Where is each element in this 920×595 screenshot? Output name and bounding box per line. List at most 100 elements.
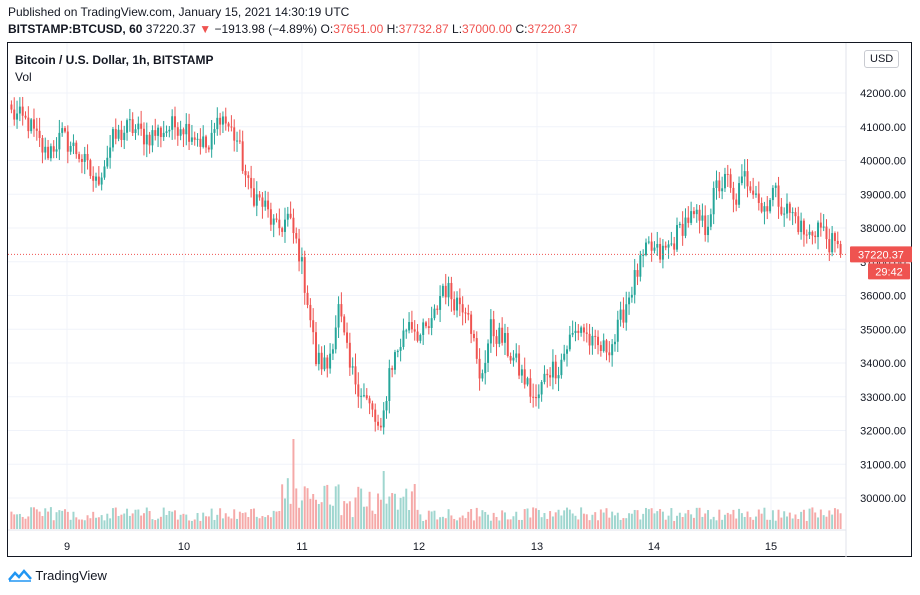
candle-body: [616, 319, 619, 342]
volume-bar: [754, 516, 757, 529]
candle-body: [780, 206, 783, 215]
volume-bar: [673, 520, 676, 529]
volume-bar: [427, 510, 430, 529]
volume-bar: [83, 520, 86, 529]
candle-body: [458, 297, 461, 305]
volume-bar: [537, 509, 540, 529]
candle-body: [630, 294, 633, 298]
candle-body: [120, 129, 123, 140]
volume-bar: [165, 514, 168, 529]
candle-body: [535, 397, 537, 399]
volume-bar: [566, 507, 569, 529]
candle-body: [272, 218, 275, 225]
volume-bar: [326, 484, 329, 529]
candle-body: [800, 220, 803, 233]
candle-body: [306, 292, 309, 305]
candle-body: [114, 129, 117, 139]
y-tick-label: 42000.00: [860, 88, 906, 100]
candle-body: [501, 327, 504, 343]
candle-body: [10, 104, 13, 110]
volume-bar: [309, 498, 312, 529]
volume-bar: [80, 519, 83, 529]
volume-bar: [478, 516, 481, 529]
candle-body: [532, 396, 535, 398]
volume-bar: [729, 514, 732, 529]
volume-bar: [371, 510, 374, 529]
volume-bar: [619, 519, 622, 529]
volume-bar: [255, 516, 258, 529]
candle-body: [549, 375, 552, 378]
volume-bar: [300, 500, 303, 529]
volume-bar: [123, 513, 126, 529]
candle-body: [605, 340, 608, 353]
volume-bar: [774, 520, 777, 529]
volume-bar: [289, 503, 292, 529]
candle-body: [478, 358, 481, 379]
volume-bar: [365, 506, 368, 529]
volume-bar: [264, 517, 267, 529]
candle-body: [179, 129, 182, 136]
volume-bar: [743, 516, 746, 529]
candle-body: [140, 123, 143, 129]
candle-body: [309, 304, 312, 321]
volume-bar: [430, 511, 433, 529]
candle-body: [769, 200, 772, 212]
candle-body: [588, 333, 591, 346]
volume-bar: [58, 510, 61, 529]
candle-body: [709, 214, 712, 227]
candle-body: [188, 123, 191, 142]
candle-body: [224, 116, 227, 124]
candle-body: [602, 340, 605, 351]
volume-bar: [396, 509, 399, 529]
candle-body: [109, 147, 112, 158]
candle-body: [636, 270, 639, 277]
candle-body: [396, 350, 399, 353]
currency-button[interactable]: USD: [864, 50, 900, 68]
volume-bar: [532, 507, 535, 529]
candle-body: [673, 243, 676, 250]
volume-bar: [732, 509, 735, 529]
volume-bar: [315, 499, 317, 529]
countdown-tag: 29:42: [875, 266, 903, 278]
candle-body: [427, 326, 430, 328]
volume-bar: [199, 520, 202, 529]
candle-body: [236, 140, 239, 142]
candle-body: [354, 366, 357, 385]
candle-body: [690, 211, 693, 223]
candle-body: [566, 349, 569, 354]
volume-bar: [594, 512, 597, 529]
candle-body: [145, 134, 148, 145]
volume-bar: [92, 511, 95, 529]
volume-bar: [819, 509, 822, 529]
candle-body: [230, 126, 233, 128]
volume-bar: [137, 509, 140, 529]
candle-body: [701, 215, 704, 221]
ohlc-line: BITSTAMP:BTCUSD, 60 37220.37 ▼ −1913.98 …: [8, 22, 578, 36]
volume-bar: [506, 519, 509, 529]
volume-bar: [636, 510, 639, 529]
volume-bar: [766, 519, 769, 529]
volume-bar: [86, 515, 89, 529]
chart-frame[interactable]: [7, 42, 912, 557]
volume-bar: [360, 488, 363, 529]
candle-body: [831, 233, 834, 253]
candle-body: [142, 128, 145, 145]
volume-bar: [142, 513, 145, 529]
volume-bar: [419, 514, 422, 529]
candle-body: [735, 199, 738, 205]
candle-body: [399, 346, 402, 351]
tradingview-branding[interactable]: TradingView: [8, 568, 107, 585]
volume-bar: [436, 519, 439, 529]
volume-bar: [171, 511, 174, 529]
candle-body: [450, 282, 453, 300]
volume-bar: [551, 516, 554, 529]
candle-body: [30, 119, 33, 132]
candle-body: [49, 146, 52, 159]
volume-bar: [817, 517, 820, 529]
volume-bar: [498, 520, 501, 529]
candle-body: [16, 113, 19, 120]
candle-body: [337, 304, 340, 328]
low-label: L:: [452, 22, 463, 36]
volume-bar: [836, 509, 839, 529]
